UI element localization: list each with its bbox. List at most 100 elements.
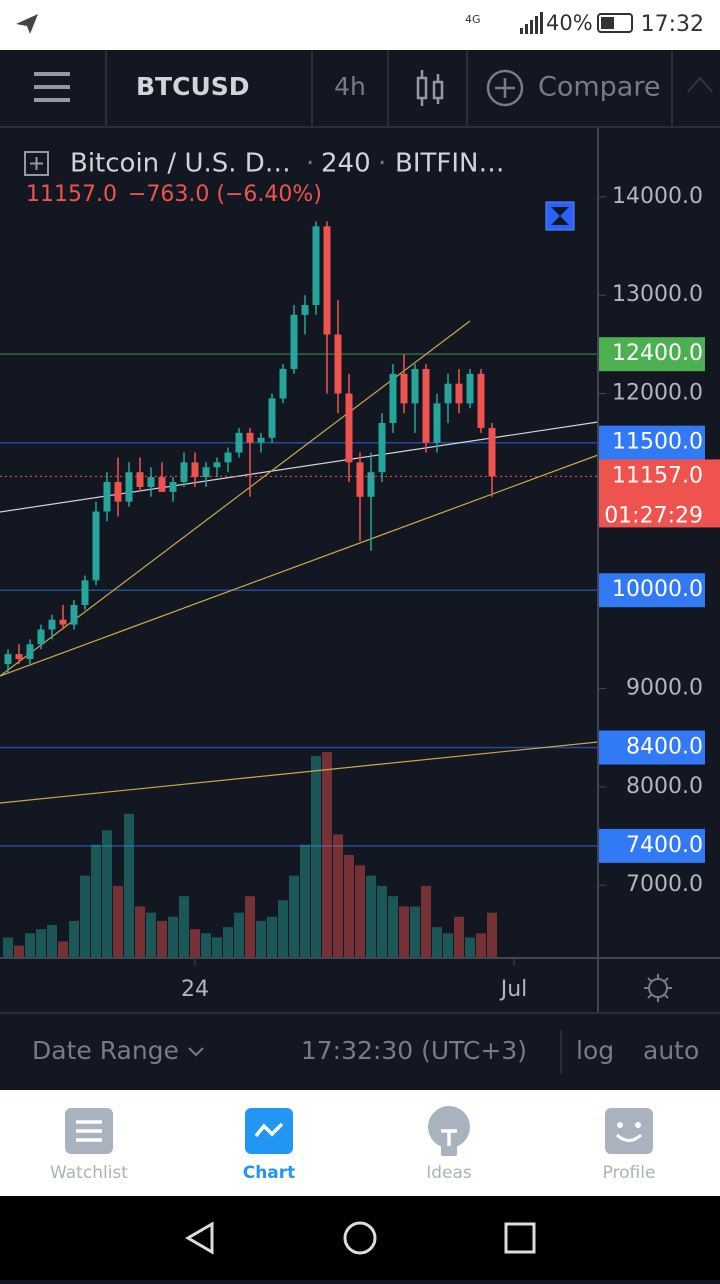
volume-bar [135, 906, 145, 958]
legend-exchange: BITFIN… [395, 149, 504, 179]
settings-rays [644, 974, 672, 1002]
volume-bar [289, 875, 299, 958]
candle-body [191, 462, 199, 478]
candle-body [323, 226, 331, 335]
candle-body [279, 368, 287, 399]
volume-bar [179, 896, 189, 958]
chart-type-button[interactable] [416, 70, 444, 106]
chart-glyph [254, 1122, 284, 1138]
candle-body [125, 472, 133, 502]
volume-bar [454, 916, 464, 958]
volume-bar [102, 830, 112, 958]
trend-line [0, 741, 599, 804]
battery-percent: 40% [546, 11, 593, 35]
volume-bar [432, 927, 442, 958]
compare-button[interactable]: Compare [538, 72, 660, 103]
battery-icon [597, 13, 633, 33]
price-label-box [599, 828, 705, 863]
y-tick-label: 9000.0 [626, 676, 703, 701]
volume-bar [113, 885, 123, 958]
candle-body [26, 644, 34, 660]
volume-bar [223, 927, 233, 958]
trend-line [0, 421, 599, 513]
candle-body [59, 619, 67, 625]
volume-bar [377, 885, 387, 958]
collapse-arrow[interactable] [687, 76, 713, 93]
telegram-icon [16, 14, 38, 34]
last-price-box [599, 459, 720, 528]
status-bar [0, 0, 720, 50]
tab-label[interactable]: Profile [603, 1163, 656, 1183]
candle-body [147, 477, 155, 487]
volume-bar [190, 929, 200, 958]
interval[interactable]: 4h [334, 72, 366, 101]
candle-body [400, 373, 408, 404]
symbol[interactable]: BTCUSD [136, 72, 250, 101]
nav-bar [0, 1196, 720, 1280]
ideas-icon[interactable] [428, 1106, 470, 1148]
last-price-label: 11157.0 [612, 463, 703, 488]
candle-body [202, 467, 210, 478]
volume-bar [36, 929, 46, 958]
volume-bar [124, 813, 134, 958]
volume-bar [91, 844, 101, 958]
back-button[interactable] [185, 1221, 214, 1255]
profile-icon[interactable] [605, 1108, 653, 1154]
recents-button[interactable] [504, 1222, 536, 1254]
candle-body [169, 482, 177, 492]
volume-bar [311, 756, 321, 958]
volume-bar [399, 906, 409, 958]
volume-bar [410, 906, 420, 958]
candle-body [356, 462, 364, 497]
price-label-box [599, 573, 705, 608]
price-label: 7400.0 [626, 833, 703, 858]
price-label: 12400.0 [612, 341, 703, 366]
compare-icon[interactable] [486, 69, 524, 107]
candle-body [422, 368, 430, 443]
candle-body [246, 432, 254, 443]
volume-bar [421, 885, 431, 958]
menu-button[interactable] [34, 72, 70, 102]
date-range-chevron [188, 1047, 204, 1057]
candle-body [301, 305, 309, 315]
timezone[interactable]: 17:32:30 (UTC+3) [301, 1036, 527, 1065]
candle-body [70, 604, 78, 625]
volume-bar [388, 896, 398, 958]
price-label: 8400.0 [626, 735, 703, 760]
volume-bar [366, 875, 376, 958]
volume-bar [69, 920, 79, 958]
volume-bar [476, 933, 486, 958]
alert-icon-glyph [551, 207, 569, 225]
auto-toggle[interactable]: auto [643, 1036, 699, 1065]
toolbar-dividers [0, 50, 720, 128]
candle-body [345, 393, 353, 463]
legend-toggle[interactable] [24, 151, 49, 176]
volume-bar [278, 900, 288, 958]
candle-body [136, 472, 144, 487]
candle-body [4, 654, 12, 664]
tab-bar [0, 1090, 720, 1196]
candle-body [268, 398, 276, 438]
candle-body [37, 629, 45, 645]
settings-button[interactable] [648, 978, 668, 998]
candle-body [411, 368, 419, 404]
profile-smile [615, 1133, 643, 1142]
ideas-base [441, 1144, 457, 1156]
volume-bar [212, 937, 222, 958]
volume-bar [234, 912, 244, 958]
volume-bar [146, 912, 156, 958]
tab-label[interactable]: Ideas [426, 1163, 472, 1183]
y-tick-label: 7000.0 [626, 872, 703, 897]
tab-label[interactable]: Watchlist [50, 1163, 128, 1183]
volume-bar [322, 752, 332, 958]
legend-toggle-plus [30, 157, 43, 170]
log-toggle[interactable]: log [576, 1036, 614, 1065]
volume-bar [355, 865, 365, 958]
tab-label[interactable]: Chart [243, 1163, 296, 1183]
date-range-button[interactable]: Date Range [32, 1036, 179, 1065]
home-button[interactable] [343, 1221, 377, 1255]
countdown: 01:27:29 [604, 503, 703, 528]
y-tick-label: 12000.0 [612, 381, 703, 406]
legend-change: −763.0 (−6.40%) [128, 182, 322, 207]
